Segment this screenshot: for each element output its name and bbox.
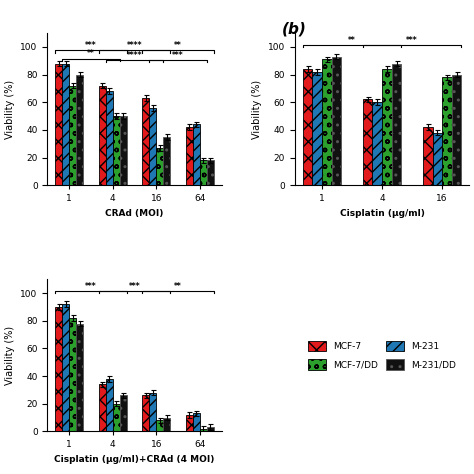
Bar xyxy=(149,392,156,431)
Bar xyxy=(55,307,62,431)
Text: ***: *** xyxy=(406,36,418,45)
Bar xyxy=(149,108,156,185)
Bar xyxy=(106,379,113,431)
Bar xyxy=(164,418,170,431)
Text: **: ** xyxy=(87,49,95,58)
Text: ****: **** xyxy=(127,41,142,50)
Bar xyxy=(193,413,200,431)
Text: **: ** xyxy=(348,36,356,45)
Bar xyxy=(99,86,106,185)
Bar xyxy=(156,420,164,431)
Bar xyxy=(55,64,62,185)
Bar xyxy=(99,384,106,431)
Bar xyxy=(186,415,193,431)
Bar xyxy=(69,86,76,185)
Text: ***: *** xyxy=(85,282,97,291)
X-axis label: Cisplatin (μg/ml): Cisplatin (μg/ml) xyxy=(340,209,425,218)
Bar xyxy=(62,304,69,431)
X-axis label: CRAd (MOI): CRAd (MOI) xyxy=(105,209,164,218)
Bar xyxy=(207,160,214,185)
Bar xyxy=(432,133,442,185)
Bar xyxy=(76,324,83,431)
Bar xyxy=(423,127,432,185)
Bar xyxy=(120,395,127,431)
Bar xyxy=(312,72,322,185)
Bar xyxy=(382,69,392,185)
Bar xyxy=(106,91,113,185)
Bar xyxy=(303,69,312,185)
Y-axis label: Viability (%): Viability (%) xyxy=(5,326,15,385)
Text: ***: *** xyxy=(172,51,184,60)
Bar xyxy=(363,100,373,185)
X-axis label: Cisplatin (μg/ml)+CRAd (4 MOI): Cisplatin (μg/ml)+CRAd (4 MOI) xyxy=(55,455,215,464)
Bar xyxy=(69,318,76,431)
Bar xyxy=(392,64,401,185)
Text: ***: *** xyxy=(129,282,140,291)
Bar xyxy=(452,74,461,185)
Bar xyxy=(442,77,452,185)
Bar xyxy=(186,127,193,185)
Bar xyxy=(113,116,120,185)
Bar xyxy=(156,148,164,185)
Text: ***: *** xyxy=(85,41,97,50)
Text: ****: **** xyxy=(127,51,142,60)
Bar xyxy=(332,57,341,185)
Bar xyxy=(164,137,170,185)
Bar xyxy=(76,74,83,185)
Bar xyxy=(322,59,332,185)
Bar xyxy=(200,428,207,431)
Bar xyxy=(207,427,214,431)
Bar xyxy=(120,116,127,185)
Legend: MCF-7, MCF-7/DD, M-231, M-231/DD: MCF-7, MCF-7/DD, M-231, M-231/DD xyxy=(308,341,456,370)
Y-axis label: Viability (%): Viability (%) xyxy=(5,80,15,139)
Text: **: ** xyxy=(174,41,182,50)
Text: **: ** xyxy=(174,282,182,291)
Bar xyxy=(142,395,149,431)
Bar xyxy=(200,160,207,185)
Bar xyxy=(373,102,382,185)
Bar xyxy=(142,98,149,185)
Bar xyxy=(62,64,69,185)
Text: (b): (b) xyxy=(282,21,306,36)
Bar xyxy=(113,404,120,431)
Y-axis label: Viability (%): Viability (%) xyxy=(253,80,263,139)
Bar xyxy=(193,124,200,185)
